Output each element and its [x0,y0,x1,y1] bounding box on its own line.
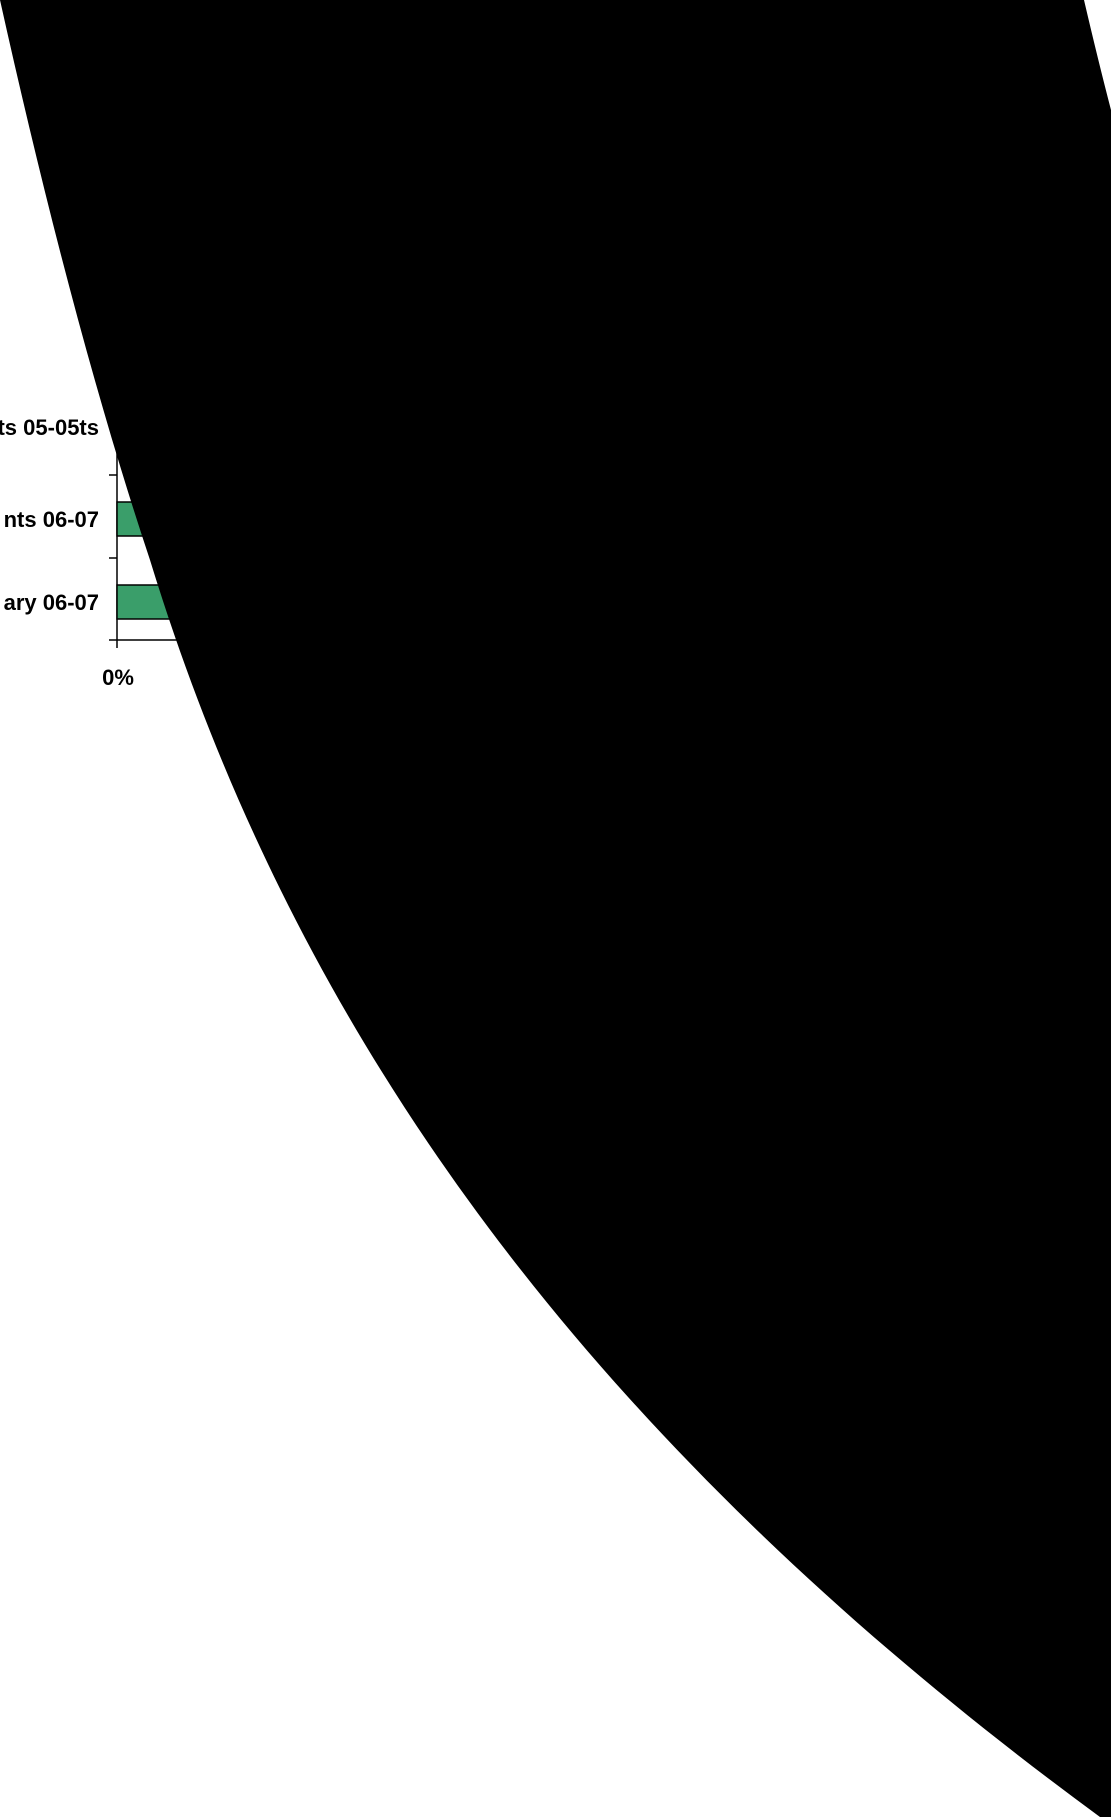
x-tick-label: 0% [102,665,134,690]
category-label: ary 06-07 [4,590,99,615]
category-label: nts 05-05ts [0,415,99,440]
category-label: nts 06-07 [4,507,99,532]
